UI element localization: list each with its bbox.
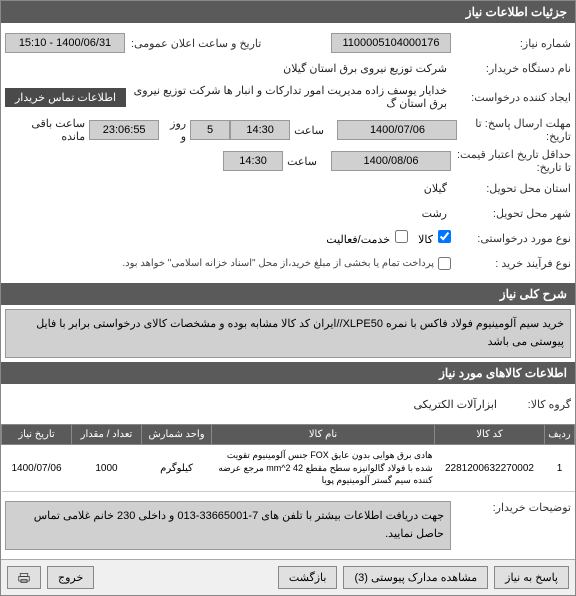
goods-option[interactable]: کالا xyxy=(418,230,451,246)
buyer-value: شرکت توزیع نیروی برق استان گیلان xyxy=(279,60,451,77)
validity-time-label: ساعت xyxy=(283,153,321,170)
process-checkbox[interactable] xyxy=(438,257,451,270)
process-label: نوع فرآیند خرید : xyxy=(451,257,571,270)
th-row: ردیف xyxy=(545,425,575,445)
back-button-label: بازگشت xyxy=(289,571,327,584)
buyer-label: نام دستگاه خریدار: xyxy=(451,62,571,75)
req-number-label: شماره نیاز: xyxy=(451,37,571,50)
th-name: نام کالا xyxy=(212,425,435,445)
service-option[interactable]: خدمت/فعالیت xyxy=(326,230,408,246)
send-reply-date: 1400/07/06 xyxy=(337,120,457,140)
remaining-days: 5 xyxy=(190,120,230,140)
print-icon xyxy=(18,572,30,584)
remaining-days-label: روز و xyxy=(159,115,190,145)
button-row: پاسخ به نیاز مشاهده مدارک پیوستی (3) باز… xyxy=(1,559,575,595)
th-qty: تعداد / مقدار xyxy=(72,425,142,445)
validity-date: 1400/08/06 xyxy=(331,151,451,171)
group-label: گروه کالا: xyxy=(501,398,571,411)
notes-label: توضیحات خریدار: xyxy=(451,501,571,514)
requester-label: ایجاد کننده درخواست: xyxy=(451,91,571,104)
items-header-title: اطلاعات کالاهای مورد نیاز xyxy=(439,366,567,380)
requester-value: خدایار یوسف زاده مدیریت امور تدارکات و ا… xyxy=(126,82,451,112)
announce-value: 1400/06/31 - 15:10 xyxy=(5,33,125,53)
cell-name: هادی برق هوایی بدون عایق FOX جنس آلومینی… xyxy=(212,445,435,492)
cell-code: 2281200632270002 xyxy=(435,445,545,492)
service-label: خدمت/فعالیت xyxy=(326,234,390,246)
desc-header: شرح کلی نیاز xyxy=(1,283,575,305)
goods-service-label: نوع مورد درخواستی: xyxy=(451,232,571,245)
print-button[interactable] xyxy=(7,566,41,589)
desc-text: خرید سیم آلومینیوم فولاد فاکس با نمره XL… xyxy=(5,309,571,358)
validity-time: 14:30 xyxy=(223,151,283,171)
notes-text: جهت دریافت اطلاعات بیشتر با تلفن های 7-3… xyxy=(5,501,451,550)
province-label: استان محل تحویل: xyxy=(451,182,571,195)
send-reply-time-label: ساعت xyxy=(290,122,328,139)
city-value: رشت xyxy=(418,205,451,222)
th-unit: واحد شمارش xyxy=(142,425,212,445)
reply-button[interactable]: پاسخ به نیاز xyxy=(494,566,569,589)
back-button[interactable]: بازگشت xyxy=(278,566,338,589)
announce-label: تاریخ و ساعت اعلان عمومی: xyxy=(125,37,261,50)
send-reply-label: مهلت ارسال پاسخ: تا تاریخ: xyxy=(457,117,571,143)
send-reply-time: 14:30 xyxy=(230,120,290,140)
city-label: شهر محل تحویل: xyxy=(451,207,571,220)
table-row: 1 2281200632270002 هادی برق هوایی بدون ع… xyxy=(2,445,575,492)
cell-date: 1400/07/06 xyxy=(2,445,72,492)
province-value: گیلان xyxy=(420,180,451,197)
contact-info-button[interactable]: اطلاعات تماس خریدار xyxy=(5,88,126,107)
group-value: ابزارآلات الکتریکی xyxy=(410,396,501,413)
attachments-button[interactable]: مشاهده مدارک پیوستی (3) xyxy=(343,566,488,589)
process-note: پرداخت تمام یا بخشی از مبلغ خرید،از محل … xyxy=(122,258,434,269)
cell-row: 1 xyxy=(545,445,575,492)
goods-label: کالا xyxy=(418,234,433,246)
items-header: اطلاعات کالاهای مورد نیاز xyxy=(1,362,575,384)
goods-checkbox[interactable] xyxy=(438,230,451,243)
service-checkbox[interactable] xyxy=(395,230,408,243)
reply-button-label: پاسخ به نیاز xyxy=(505,571,558,584)
req-number-value: 1100005104000176 xyxy=(331,33,451,53)
desc-header-title: شرح کلی نیاز xyxy=(500,287,567,301)
th-date: تاریخ نیاز xyxy=(2,425,72,445)
cell-qty: 1000 xyxy=(72,445,142,492)
validity-label: حداقل تاریخ اعتبار قیمت: تا تاریخ: xyxy=(451,148,571,174)
attachments-button-label: مشاهده مدارک پیوستی (3) xyxy=(354,571,477,584)
panel-title: جزئیات اطلاعات نیاز xyxy=(466,5,567,19)
items-table: ردیف کد کالا نام کالا واحد شمارش تعداد /… xyxy=(1,424,575,492)
cell-unit: کیلوگرم xyxy=(142,445,212,492)
goods-service-group: کالا خدمت/فعالیت xyxy=(326,230,451,246)
panel-header: جزئیات اطلاعات نیاز xyxy=(1,1,575,23)
remaining-time: 23:06:55 xyxy=(89,120,159,140)
table-header-row: ردیف کد کالا نام کالا واحد شمارش تعداد /… xyxy=(2,425,575,445)
th-code: کد کالا xyxy=(435,425,545,445)
exit-button[interactable]: خروج xyxy=(47,566,94,589)
remaining-suffix: ساعت باقی مانده xyxy=(5,115,89,145)
exit-button-label: خروج xyxy=(58,571,83,584)
